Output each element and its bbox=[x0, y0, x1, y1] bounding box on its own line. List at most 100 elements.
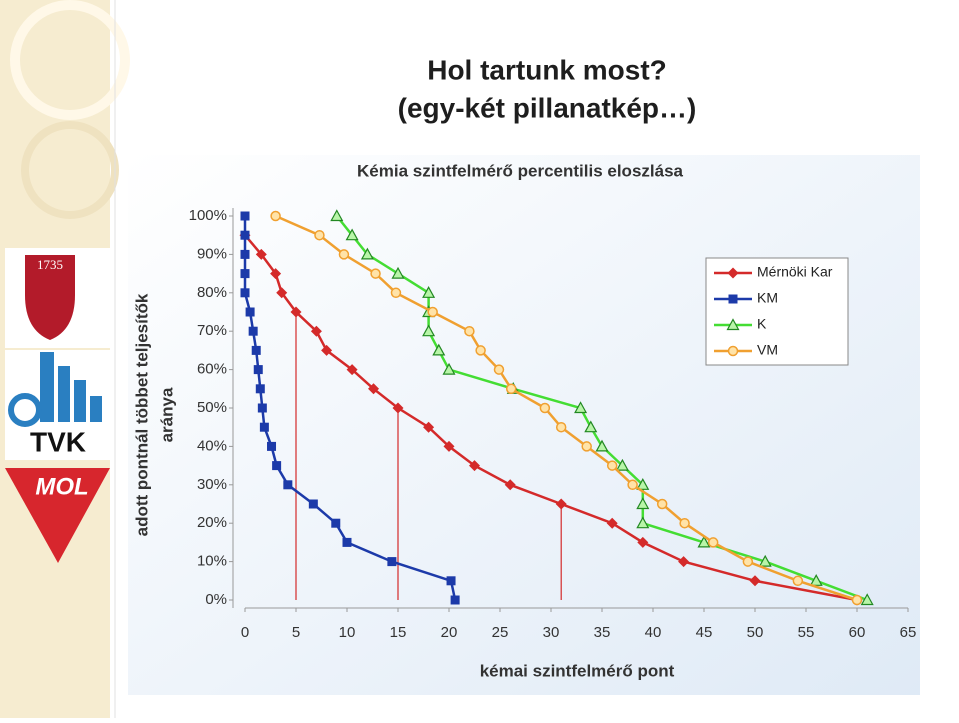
x-tick-label: 65 bbox=[900, 624, 917, 641]
marker bbox=[505, 383, 517, 395]
marker bbox=[636, 497, 650, 510]
y-tick-label: 90% bbox=[197, 245, 227, 262]
logo-shape bbox=[8, 393, 42, 427]
legend-label: VM bbox=[757, 342, 778, 358]
x-tick-label: 25 bbox=[492, 624, 509, 641]
marker bbox=[749, 575, 761, 587]
y-axis-title: adott pontnál többet teljesítők bbox=[132, 293, 151, 536]
marker bbox=[390, 287, 402, 299]
x-tick-label: 55 bbox=[798, 624, 815, 641]
marker bbox=[255, 248, 267, 260]
logo-shape bbox=[5, 468, 110, 563]
marker bbox=[253, 365, 263, 375]
marker bbox=[450, 595, 460, 605]
marker bbox=[584, 420, 598, 433]
y-tick-label: 20% bbox=[197, 514, 227, 531]
logo-shape bbox=[90, 396, 102, 422]
chart: Kémia szintfelmérő percentilis eloszlása… bbox=[128, 155, 920, 695]
marker bbox=[539, 402, 551, 414]
marker bbox=[330, 209, 344, 222]
marker bbox=[270, 268, 282, 280]
marker bbox=[555, 498, 567, 510]
y-tick-label: 40% bbox=[197, 437, 227, 454]
marker bbox=[248, 326, 258, 336]
marker bbox=[636, 478, 650, 490]
marker bbox=[267, 441, 277, 451]
marker bbox=[310, 325, 322, 337]
marker bbox=[475, 345, 486, 356]
logo-shape bbox=[58, 366, 70, 422]
marker bbox=[555, 421, 567, 433]
marker bbox=[581, 441, 592, 452]
logo-crest bbox=[25, 255, 75, 340]
marker bbox=[792, 575, 804, 587]
logo-text: 1735 bbox=[37, 257, 63, 272]
marker bbox=[627, 479, 638, 491]
logo-text: TVK bbox=[30, 426, 86, 457]
marker bbox=[742, 556, 754, 567]
y-tick-label: 60% bbox=[197, 361, 227, 378]
marker bbox=[387, 557, 397, 567]
marker bbox=[427, 306, 438, 318]
marker bbox=[259, 422, 269, 432]
x-tick-label: 0 bbox=[241, 624, 249, 641]
slide-title: Hol tartunk most? bbox=[427, 54, 667, 85]
x-tick-label: 40 bbox=[645, 624, 662, 641]
x-tick-label: 35 bbox=[594, 624, 611, 641]
y-tick-label: 100% bbox=[189, 207, 227, 224]
x-tick-label: 60 bbox=[849, 624, 866, 641]
marker bbox=[493, 364, 505, 375]
marker bbox=[392, 402, 404, 414]
y-tick-label: 10% bbox=[197, 553, 227, 570]
x-tick-label: 10 bbox=[339, 624, 356, 641]
x-tick-label: 15 bbox=[390, 624, 407, 641]
marker bbox=[464, 325, 475, 337]
marker bbox=[809, 574, 823, 586]
marker bbox=[469, 460, 480, 472]
y-tick-label: 70% bbox=[197, 322, 227, 339]
x-tick-label: 50 bbox=[747, 624, 764, 641]
marker bbox=[442, 362, 456, 375]
marker bbox=[423, 421, 435, 433]
marker bbox=[504, 479, 516, 491]
decor bbox=[10, 0, 130, 120]
marker bbox=[432, 343, 446, 356]
marker bbox=[656, 498, 668, 510]
marker bbox=[728, 294, 738, 304]
marker bbox=[422, 324, 436, 337]
marker bbox=[637, 536, 649, 548]
marker bbox=[346, 364, 358, 376]
marker bbox=[636, 516, 650, 529]
marker bbox=[422, 286, 436, 298]
marker bbox=[595, 439, 609, 452]
marker bbox=[615, 458, 629, 471]
marker bbox=[727, 345, 739, 357]
marker bbox=[240, 288, 250, 298]
marker bbox=[606, 517, 618, 529]
marker bbox=[314, 229, 325, 241]
legend-label: KM bbox=[757, 290, 778, 306]
marker bbox=[574, 401, 588, 414]
marker bbox=[308, 499, 318, 509]
marker bbox=[321, 344, 333, 356]
marker bbox=[257, 403, 267, 413]
logo-shape bbox=[74, 380, 86, 422]
y-tick-label: 50% bbox=[197, 399, 227, 416]
x-tick-label: 30 bbox=[543, 624, 560, 641]
logo-shape bbox=[40, 352, 54, 422]
marker bbox=[331, 518, 341, 528]
marker bbox=[345, 228, 359, 241]
marker bbox=[606, 460, 618, 471]
x-axis-title: kémai szintfelmérő pont bbox=[480, 661, 675, 680]
marker bbox=[276, 287, 288, 299]
y-tick-label: 0% bbox=[205, 591, 227, 608]
marker bbox=[290, 306, 302, 318]
marker bbox=[370, 268, 381, 279]
marker bbox=[678, 556, 690, 568]
marker bbox=[240, 211, 250, 221]
marker bbox=[679, 517, 690, 529]
logo-text: MOL bbox=[35, 473, 88, 500]
marker bbox=[240, 249, 250, 259]
y-axis-title: aránya bbox=[157, 387, 176, 442]
